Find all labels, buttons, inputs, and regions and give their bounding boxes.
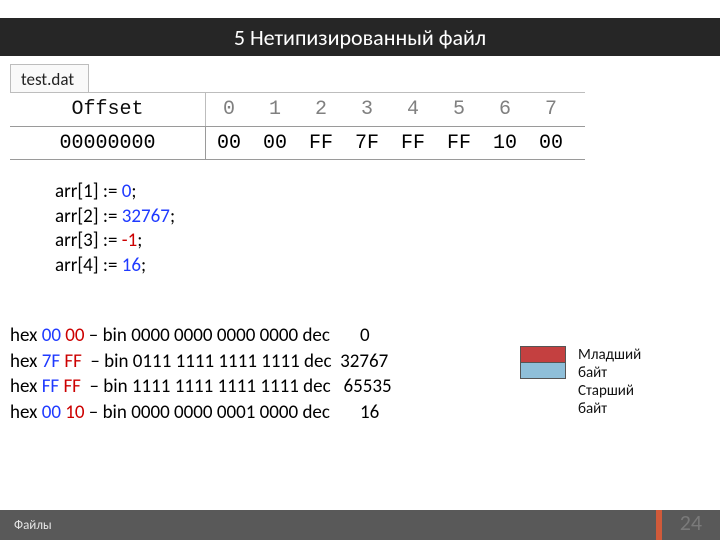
hex-byte: FF	[298, 132, 344, 155]
hex-byte: FF	[436, 132, 482, 155]
legend-line: байт	[578, 400, 641, 418]
code-tail: ;	[137, 229, 142, 252]
expl-byte2: FF	[64, 350, 81, 373]
hex-explanation: hex 00 00 – bin 0000 0000 0000 0000 dec …	[10, 323, 392, 426]
hex-header-row: Offset 0 1 2 3 4 5 6 7	[10, 92, 585, 126]
code-val: -1	[122, 229, 137, 252]
col-head: 6	[482, 98, 528, 121]
slide-title: 5 Нетипизированный файл	[234, 24, 486, 51]
hex-byte: 00	[206, 132, 252, 155]
code-tail: ;	[141, 254, 146, 277]
offset-value: 00000000	[10, 127, 206, 159]
hex-byte: FF	[390, 132, 436, 155]
col-head: 5	[436, 98, 482, 121]
footer-label: Файлы	[14, 518, 52, 533]
hex-byte: 10	[482, 132, 528, 155]
hex-byte: 7F	[344, 132, 390, 155]
footer-accent	[656, 510, 662, 540]
code-tail: ;	[131, 180, 136, 203]
byte-legend: Младший байт Старший байт	[520, 346, 641, 418]
col-head: 3	[344, 98, 390, 121]
legend-text: Младший байт Старший байт	[578, 346, 641, 418]
col-head: 4	[390, 98, 436, 121]
col-head: 1	[252, 98, 298, 121]
code-tail: ;	[170, 205, 175, 228]
legend-line: Старший	[578, 382, 641, 400]
code-var: arr[3] :=	[55, 229, 122, 252]
offset-header: Offset	[10, 93, 206, 126]
code-line: arr[2] := 32767;	[55, 205, 175, 230]
expl-byte1: 00	[42, 324, 61, 347]
expl-rest: – bin 1111 1111 1111 1111 dec 65535	[81, 375, 392, 398]
expl-byte2: FF	[63, 375, 80, 398]
legend-swatches	[520, 346, 566, 379]
expl-prefix: hex	[10, 375, 42, 398]
code-var: arr[2] :=	[55, 205, 122, 228]
expl-byte2: 00	[65, 324, 84, 347]
code-line: arr[1] := 0;	[55, 180, 175, 205]
code-block: arr[1] := 0; arr[2] := 32767; arr[3] := …	[55, 180, 175, 279]
expl-row: hex FF FF – bin 1111 1111 1111 1111 dec …	[10, 374, 392, 400]
code-line: arr[3] := -1;	[55, 229, 175, 254]
code-var: arr[1] :=	[55, 180, 122, 203]
file-tab: test.dat	[10, 64, 89, 92]
code-val: 16	[122, 254, 141, 277]
col-head: 0	[206, 98, 252, 121]
expl-byte1: 7F	[42, 350, 60, 373]
expl-byte1: 00	[42, 401, 61, 424]
expl-rest: – bin 0000 0000 0000 0000 dec 0	[85, 324, 370, 347]
expl-row: hex 7F FF – bin 0111 1111 1111 1111 dec …	[10, 349, 392, 375]
page-number: 24	[680, 509, 702, 536]
code-val: 0	[122, 180, 132, 203]
expl-prefix: hex	[10, 401, 42, 424]
expl-byte1: FF	[42, 375, 59, 398]
code-var: arr[4] :=	[55, 254, 122, 277]
swatch-high-byte	[520, 362, 566, 379]
expl-rest: – bin 0000 0000 0001 0000 dec 16	[85, 401, 380, 424]
expl-row: hex 00 00 – bin 0000 0000 0000 0000 dec …	[10, 323, 392, 349]
hex-viewer: test.dat Offset 0 1 2 3 4 5 6 7 00000000…	[10, 64, 585, 160]
hex-byte: 00	[528, 132, 574, 155]
title-bar: 5 Нетипизированный файл	[0, 18, 720, 56]
expl-prefix: hex	[10, 324, 42, 347]
hex-data-row: 00000000 00 00 FF 7F FF FF 10 00	[10, 126, 585, 160]
col-head: 7	[528, 98, 574, 121]
hex-byte: 00	[252, 132, 298, 155]
expl-rest: – bin 0111 1111 1111 1111 dec 32767	[82, 350, 388, 373]
expl-row: hex 00 10 – bin 0000 0000 0001 0000 dec …	[10, 400, 392, 426]
slide: 5 Нетипизированный файл test.dat Offset …	[0, 0, 720, 540]
col-head: 2	[298, 98, 344, 121]
expl-prefix: hex	[10, 350, 42, 373]
swatch-low-byte	[520, 346, 566, 363]
legend-line: байт	[578, 364, 641, 382]
legend-line: Младший	[578, 346, 641, 364]
code-line: arr[4] := 16;	[55, 254, 175, 279]
code-val: 32767	[122, 205, 170, 228]
footer-bar: Файлы	[0, 510, 720, 540]
expl-byte2: 10	[65, 401, 84, 424]
